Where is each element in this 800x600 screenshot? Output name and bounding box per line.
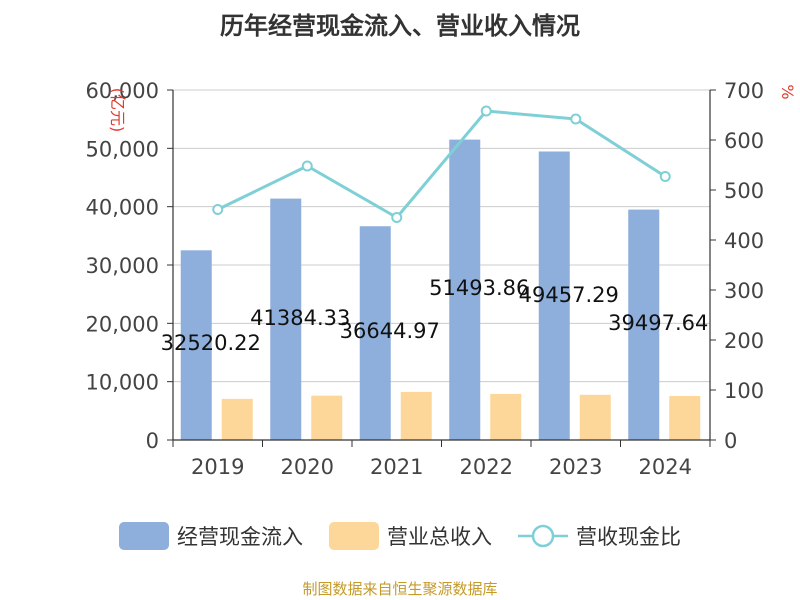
bar-cash-inflow bbox=[449, 139, 481, 441]
data-label-cash-inflow: 51493.86 bbox=[429, 276, 529, 300]
bar-cash-inflow bbox=[180, 250, 212, 440]
y-left-tick-label: 50,000 bbox=[86, 137, 159, 161]
y-right-tick-label: 0 bbox=[724, 429, 737, 453]
legend-label-ratio: 营收现金比 bbox=[576, 525, 681, 549]
y-right-tick-label: 400 bbox=[724, 229, 764, 253]
y-left-tick-label: 60,000 bbox=[86, 79, 159, 103]
x-tick-label: 2019 bbox=[191, 455, 244, 479]
y-right-tick-label: 300 bbox=[724, 279, 764, 303]
x-tick-label: 2020 bbox=[281, 455, 334, 479]
x-tick-label: 2022 bbox=[460, 455, 513, 479]
point-ratio bbox=[301, 160, 313, 172]
y-left-tick-label: 30,000 bbox=[86, 254, 159, 278]
line-ratio bbox=[217, 109, 667, 219]
y-right-tick-label: 500 bbox=[724, 179, 764, 203]
y-left-tick-label: 40,000 bbox=[86, 196, 159, 220]
bar-revenue bbox=[221, 398, 253, 440]
source-note: 制图数据来自恒生聚源数据库 bbox=[302, 580, 498, 598]
point-ratio bbox=[480, 105, 492, 117]
legend-swatch-revenue bbox=[329, 522, 379, 550]
x-tick-label: 2021 bbox=[370, 455, 423, 479]
y-right-tick-label: 700 bbox=[724, 79, 764, 103]
bar-cash-inflow bbox=[359, 226, 391, 440]
point-ratio bbox=[570, 113, 582, 125]
legend-item-revenue[interactable]: 营业总收入 bbox=[329, 521, 492, 551]
point-ratio bbox=[659, 171, 671, 182]
bar-cash-inflow bbox=[538, 151, 570, 440]
chart-title: 历年经营现金流入、营业收入情况 bbox=[220, 12, 580, 40]
bar-revenue bbox=[400, 391, 432, 440]
y-right-tick-label: 600 bbox=[724, 129, 764, 153]
data-label-cash-inflow: 32520.22 bbox=[161, 331, 261, 355]
bar-revenue bbox=[311, 395, 343, 440]
legend-label-revenue: 营业总收入 bbox=[387, 525, 492, 549]
x-tick-label: 2024 bbox=[639, 455, 692, 479]
y-right-axis-label: % bbox=[778, 84, 797, 99]
y-right-tick-label: 200 bbox=[724, 329, 764, 353]
data-label-cash-inflow: 36644.97 bbox=[340, 319, 440, 343]
y-left-tick-label: 0 bbox=[146, 429, 159, 453]
y-left-tick-label: 20,000 bbox=[86, 312, 159, 336]
bar-revenue bbox=[669, 395, 701, 440]
bar-revenue bbox=[579, 394, 611, 440]
data-label-cash-inflow: 49457.29 bbox=[519, 283, 619, 307]
legend-swatch-cash-inflow bbox=[119, 522, 169, 550]
point-ratio bbox=[212, 204, 224, 215]
point-ratio bbox=[391, 212, 403, 223]
legend-item-cash-inflow[interactable]: 经营现金流入 bbox=[119, 521, 303, 551]
legend-item-ratio[interactable]: 营收现金比 bbox=[518, 521, 681, 551]
data-label-cash-inflow: 39497.64 bbox=[608, 311, 708, 335]
legend: 经营现金流入 营业总收入 营收现金比 bbox=[0, 516, 800, 556]
y-left-axis-label: (亿元) bbox=[108, 88, 127, 133]
bar-revenue bbox=[490, 393, 522, 440]
y-left-tick-label: 10,000 bbox=[86, 371, 159, 395]
bar-cash-inflow bbox=[628, 209, 660, 440]
x-tick-label: 2023 bbox=[549, 455, 602, 479]
bar-cash-inflow bbox=[270, 198, 302, 440]
legend-swatch-ratio bbox=[518, 524, 568, 548]
data-label-cash-inflow: 41384.33 bbox=[250, 306, 350, 330]
legend-label-cash-inflow: 经营现金流入 bbox=[177, 525, 303, 549]
y-right-tick-label: 100 bbox=[724, 379, 764, 403]
